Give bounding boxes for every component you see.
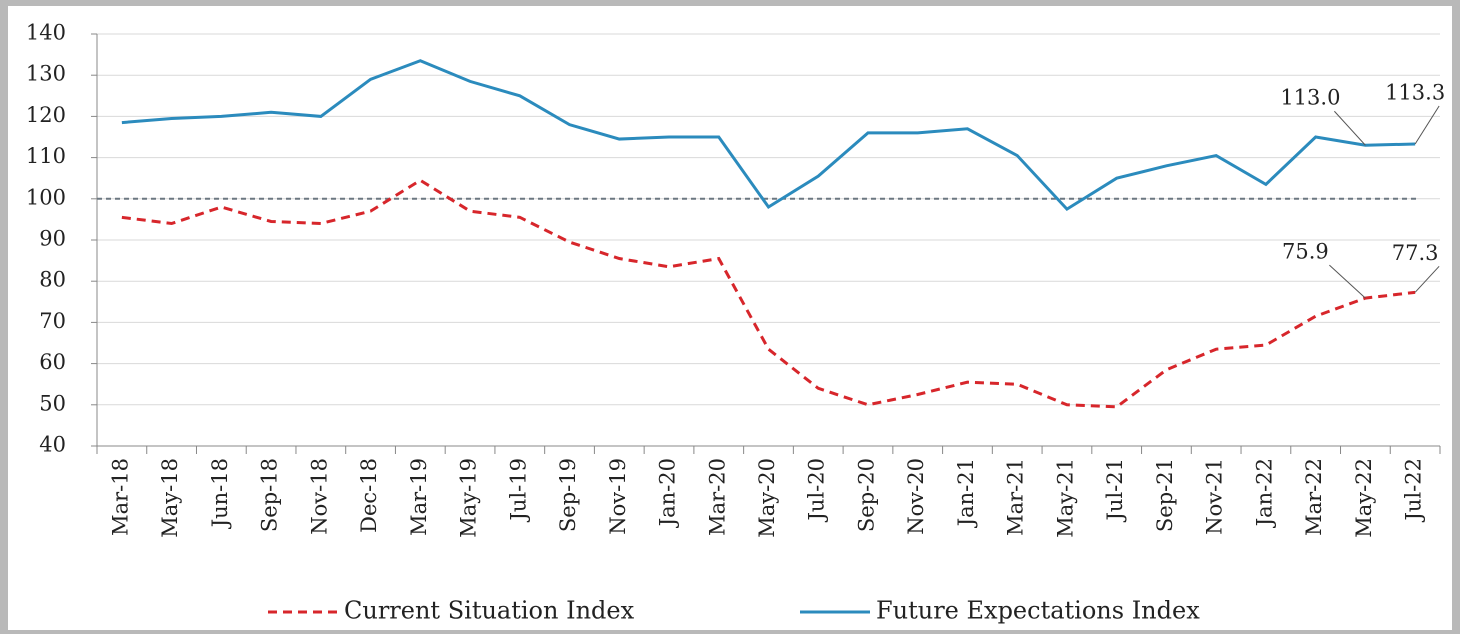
y-tick-label: 40 (39, 433, 66, 457)
x-tick-label: Jul-19 (506, 458, 530, 522)
x-tick-label: May-22 (1352, 458, 1376, 538)
x-tick-label: Jan-22 (1252, 458, 1276, 528)
x-tick-label: Sep-20 (854, 458, 878, 532)
x-tick-label: Nov-21 (1203, 458, 1227, 535)
y-tick-label: 140 (26, 21, 66, 45)
x-tick-label: Mar-22 (1302, 458, 1326, 536)
y-tick-label: 90 (39, 227, 66, 251)
legend-label: Future Expectations Index (876, 597, 1200, 625)
x-tick-label: May-18 (158, 458, 182, 538)
x-tick-label: Jun-18 (208, 458, 232, 529)
x-tick-label: May-19 (457, 458, 481, 538)
x-tick-label: Mar-18 (108, 458, 132, 536)
data-label: 77.3 (1392, 241, 1439, 265)
leader-line (1414, 105, 1440, 145)
x-tick-label: Mar-20 (705, 458, 729, 536)
data-label: 113.0 (1280, 86, 1340, 110)
x-tick-label: Jan-20 (656, 458, 680, 528)
x-tick-label: Dec-18 (357, 458, 381, 533)
y-tick-label: 60 (39, 350, 66, 374)
x-tick-label: Jan-21 (954, 458, 978, 528)
x-tick-label: Sep-19 (556, 458, 580, 532)
x-tick-label: May-20 (755, 458, 779, 538)
line-series (121, 59, 1416, 212)
x-tick-label: Nov-19 (606, 458, 630, 535)
leader-line (1414, 265, 1440, 293)
data-label: 113.3 (1385, 81, 1445, 105)
x-tick-label: Jul-21 (1103, 458, 1127, 522)
y-tick-label: 120 (26, 103, 66, 127)
y-tick-label: 100 (26, 185, 66, 209)
data-label: 75.9 (1282, 240, 1329, 264)
x-tick-label: Jul-22 (1402, 458, 1426, 522)
x-tick-label: May-21 (1053, 458, 1077, 538)
x-tick-label: Nov-20 (904, 458, 928, 535)
x-tick-label: Jul-20 (805, 458, 829, 522)
x-tick-label: Nov-18 (307, 458, 331, 535)
x-tick-label: Mar-19 (407, 458, 431, 536)
x-tick-label: Sep-21 (1153, 458, 1177, 532)
y-tick-label: 80 (39, 268, 66, 292)
line-series (121, 178, 1416, 409)
y-tick-label: 130 (26, 62, 66, 86)
leader-line (1334, 110, 1366, 146)
y-tick-label: 110 (26, 144, 66, 168)
chart-background (8, 6, 1452, 630)
x-tick-label: Mar-21 (1004, 458, 1028, 536)
x-tick-label: Sep-18 (258, 458, 282, 532)
y-tick-label: 50 (39, 391, 66, 415)
leader-line (1329, 264, 1366, 299)
legend-label: Current Situation Index (344, 597, 635, 625)
y-tick-label: 70 (39, 309, 66, 333)
